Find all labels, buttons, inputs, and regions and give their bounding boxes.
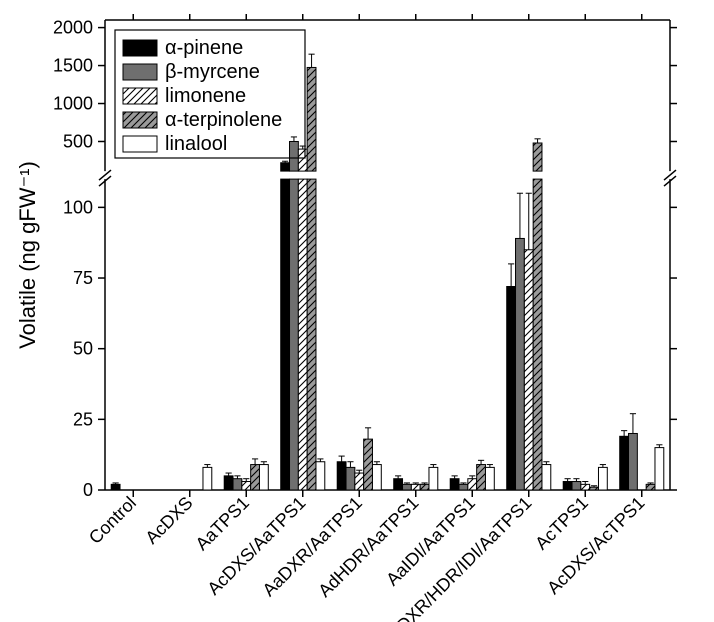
bar: [355, 473, 364, 490]
bar: [646, 484, 655, 490]
bar: [477, 465, 486, 490]
svg-text:0: 0: [83, 480, 93, 500]
legend-label: β-myrcene: [165, 61, 260, 83]
svg-text:1500: 1500: [53, 56, 93, 76]
x-category-label: AcDXS: [141, 493, 196, 548]
bar: [524, 250, 533, 490]
bar: [298, 149, 307, 171]
svg-text:500: 500: [63, 131, 93, 151]
bar: [429, 467, 438, 490]
bar: [290, 179, 299, 490]
bar: [403, 484, 412, 490]
svg-text:2000: 2000: [53, 18, 93, 38]
legend-swatch: [123, 40, 157, 56]
bar: [298, 179, 307, 490]
legend-label: α-terpinolene: [165, 109, 282, 131]
x-category-label: Control: [85, 493, 140, 548]
bar: [459, 484, 468, 490]
bar: [316, 462, 325, 490]
svg-text:1000: 1000: [53, 94, 93, 114]
svg-text:50: 50: [73, 339, 93, 359]
bar: [290, 141, 299, 171]
bar: [533, 143, 542, 171]
bar: [251, 465, 260, 490]
bar: [581, 484, 590, 490]
bar: [507, 287, 516, 490]
legend-label: α-pinene: [165, 37, 243, 59]
bar: [468, 479, 477, 490]
bar: [337, 462, 346, 490]
x-category-label: AcDXS/AaTPS1: [203, 493, 309, 599]
bar: [307, 67, 316, 171]
bar: [572, 482, 581, 490]
svg-text:Volatile (ng gFW⁻¹): Volatile (ng gFW⁻¹): [15, 161, 40, 349]
bar: [281, 163, 290, 171]
bar: [420, 484, 429, 490]
bar: [281, 179, 290, 490]
bar: [372, 465, 381, 490]
bar: [394, 479, 403, 490]
bar: [203, 467, 212, 490]
bar: [516, 238, 525, 490]
bar: [233, 479, 242, 490]
bar: [411, 484, 420, 490]
legend-swatch: [123, 136, 157, 152]
bar: [542, 465, 551, 490]
bar: [111, 484, 120, 490]
bar: [533, 179, 542, 490]
x-category-label: AdHDR/AaTPS1: [314, 493, 422, 601]
svg-text:75: 75: [73, 268, 93, 288]
bar: [655, 448, 664, 490]
chart-container: 0 25 50 75 100 500 1000 1500 2000 Volatile (ng gF…: [0, 0, 714, 622]
x-category-label: AcDXS/AcTPS1: [543, 493, 648, 598]
bar: [485, 467, 494, 490]
bar: [590, 487, 599, 490]
legend-swatch: [123, 64, 157, 80]
bar: [307, 179, 316, 490]
bar: [242, 482, 251, 490]
bar: [629, 433, 638, 490]
bar: [346, 467, 355, 490]
legend-label: limonene: [165, 85, 246, 107]
bar: [259, 465, 268, 490]
bar: [224, 476, 233, 490]
bar: [598, 467, 607, 490]
legend-label: linalool: [165, 133, 227, 155]
bar-chart: 0 25 50 75 100 500 1000 1500 2000 Volatile (ng gF…: [0, 0, 714, 622]
legend-swatch: [123, 88, 157, 104]
svg-text:25: 25: [73, 409, 93, 429]
bar: [450, 479, 459, 490]
bar: [563, 482, 572, 490]
bar: [364, 439, 373, 490]
svg-text:100: 100: [63, 197, 93, 217]
legend-swatch: [123, 112, 157, 128]
bar: [620, 436, 629, 490]
x-category-label: AaDXR/AaTPS1: [259, 493, 367, 601]
